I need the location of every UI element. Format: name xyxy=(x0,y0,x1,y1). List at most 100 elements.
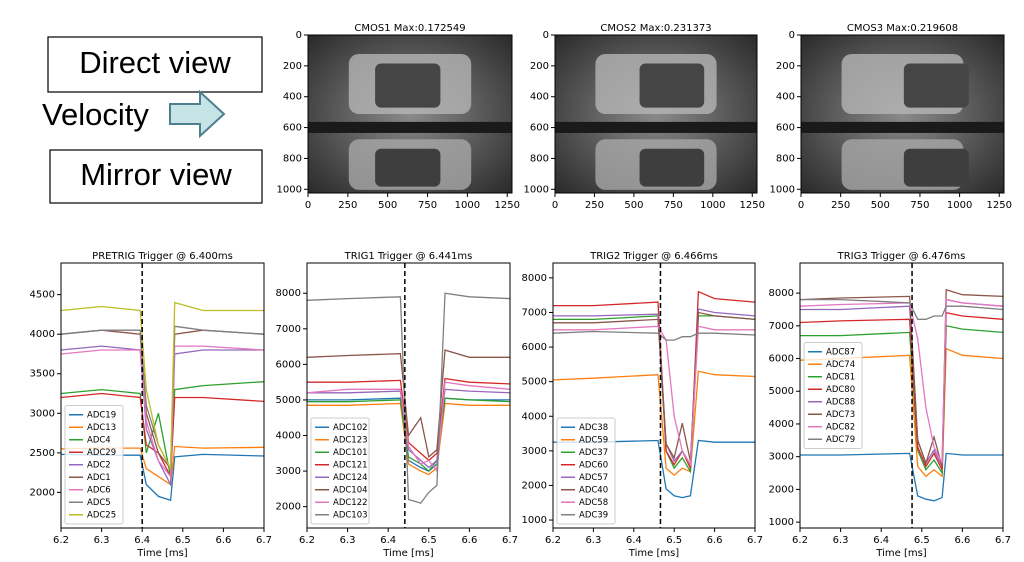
plot-frame xyxy=(306,262,511,529)
legend-label: ADC101 xyxy=(333,448,368,458)
x-tick-label: 6.4 xyxy=(873,535,889,546)
legend-label: ADC88 xyxy=(826,397,855,407)
series-line xyxy=(553,290,756,469)
legend-label: ADC19 xyxy=(87,410,116,420)
x-tick-label: 6.7 xyxy=(995,535,1011,546)
chart-title: CMOS3 Max:0.219608 xyxy=(847,23,958,34)
legend: ADC19 ADC13 ADC4 ADC29 ADC2 ADC1 ADC6 ADC5 ADC25 xyxy=(64,405,124,525)
y-tick-label: 6000 xyxy=(522,342,547,353)
y-tick-label: 800 xyxy=(283,153,302,164)
x-tick-label: 0 xyxy=(305,200,311,211)
x-tick-label: 6.7 xyxy=(502,535,518,546)
chart-title: TRIG3 Trigger @ 6.476ms xyxy=(837,251,966,262)
y-tick-label: 4000 xyxy=(769,419,794,430)
legend-label: ADC40 xyxy=(579,485,608,495)
y-tick-label: 5000 xyxy=(276,395,301,406)
series-line xyxy=(552,330,756,341)
x-tick-label: 6.5 xyxy=(421,535,437,546)
legend: ADC38 ADC59 ADC37 ADC60 ADC57 ADC40 ADC58 ADC39 xyxy=(556,417,616,525)
legend-label: ADC59 xyxy=(579,435,608,445)
legend-box xyxy=(803,342,863,449)
legend-label: ADC79 xyxy=(826,435,855,445)
plot-frame xyxy=(554,34,758,194)
legend-label: ADC124 xyxy=(333,473,368,483)
legend-label: ADC57 xyxy=(579,473,608,483)
legend-label: ADC29 xyxy=(87,448,116,458)
x-tick-label: 6.6 xyxy=(954,535,970,546)
y-tick-label: 4000 xyxy=(522,411,547,422)
series-line xyxy=(553,439,755,499)
x-tick-label: 1000 xyxy=(700,200,725,211)
y-tick-label: 800 xyxy=(530,153,549,164)
x-tick-label: 6.3 xyxy=(94,535,110,546)
legend-label: ADC37 xyxy=(579,448,608,458)
x-tick-label: 0 xyxy=(798,200,804,211)
y-tick-label: 2000 xyxy=(769,484,794,495)
y-tick-label: 400 xyxy=(283,92,302,103)
series-line xyxy=(60,329,265,471)
series-line xyxy=(307,402,510,476)
legend: ADC102 ADC123 ADC101 ADC121 ADC124 ADC104 ADC1… xyxy=(310,417,370,525)
x-tick-label: 6.7 xyxy=(747,535,763,546)
y-tick-label: 600 xyxy=(530,123,549,134)
y-tick-label: 1000 xyxy=(522,515,547,526)
series-line xyxy=(799,298,1004,464)
x-tick-label: 1250 xyxy=(987,200,1012,211)
y-tick-label: 800 xyxy=(776,153,795,164)
window-lower-inner xyxy=(375,148,441,187)
legend-label: ADC81 xyxy=(826,372,855,382)
x-tick-label: 6.2 xyxy=(792,535,808,546)
legend-label: ADC5 xyxy=(87,498,111,508)
series-line xyxy=(800,298,1004,320)
legend-label: ADC6 xyxy=(87,485,111,495)
x-tick-label: 6.6 xyxy=(707,535,723,546)
y-tick-label: 1000 xyxy=(770,184,795,195)
x-tick-label: 250 xyxy=(585,200,604,211)
y-tick-label: 2000 xyxy=(522,480,547,491)
x-tick-label: 750 xyxy=(910,200,929,211)
y-tick-label: 3500 xyxy=(30,369,55,380)
x-tick-label: 6.5 xyxy=(175,535,191,546)
legend-box xyxy=(556,417,616,525)
legend-label: ADC123 xyxy=(333,435,368,445)
x-tick-label: 500 xyxy=(871,200,890,211)
x-tick-label: 500 xyxy=(378,200,397,211)
legend-label: ADC39 xyxy=(579,510,608,520)
frame-bar xyxy=(308,121,512,133)
legend-label: ADC25 xyxy=(87,510,116,520)
y-tick-label: 400 xyxy=(776,92,795,103)
y-tick-label: 4000 xyxy=(30,329,55,340)
legend-label: ADC80 xyxy=(826,385,855,395)
y-tick-label: 6000 xyxy=(276,359,301,370)
x-tick-label: 250 xyxy=(831,200,850,211)
series-line xyxy=(307,388,511,469)
x-tick-label: 6.4 xyxy=(134,535,150,546)
y-tick-label: 7000 xyxy=(769,321,794,332)
legend-label: ADC122 xyxy=(333,498,368,508)
x-tick-label: 6.2 xyxy=(545,535,561,546)
plot-frame xyxy=(307,34,513,194)
legend-label: ADC60 xyxy=(579,460,608,470)
y-tick-label: 0 xyxy=(296,30,302,41)
y-tick-label: 400 xyxy=(530,92,549,103)
x-tick-label: 1000 xyxy=(455,200,480,211)
chart-title: PRETRIG Trigger @ 6.400ms xyxy=(92,251,233,262)
series-line xyxy=(799,288,1004,467)
y-tick-label: 2000 xyxy=(30,487,55,498)
chart-title: TRIG1 Trigger @ 6.441ms xyxy=(344,251,473,262)
y-tick-label: 0 xyxy=(789,30,795,41)
series-line xyxy=(306,292,511,504)
plot-frame xyxy=(552,262,756,529)
x-tick-label: 6.5 xyxy=(914,535,930,546)
y-tick-label: 0 xyxy=(543,30,549,41)
legend-label: ADC38 xyxy=(579,423,608,433)
y-tick-label: 200 xyxy=(776,61,795,72)
x-tick-label: 6.3 xyxy=(340,535,356,546)
x-tick-label: 6.6 xyxy=(461,535,477,546)
y-tick-label: 200 xyxy=(530,61,549,72)
series-line xyxy=(799,347,1004,478)
y-tick-label: 1000 xyxy=(769,517,794,528)
legend-label: ADC104 xyxy=(333,485,368,495)
series-line xyxy=(307,397,511,473)
y-tick-label: 2500 xyxy=(30,448,55,459)
